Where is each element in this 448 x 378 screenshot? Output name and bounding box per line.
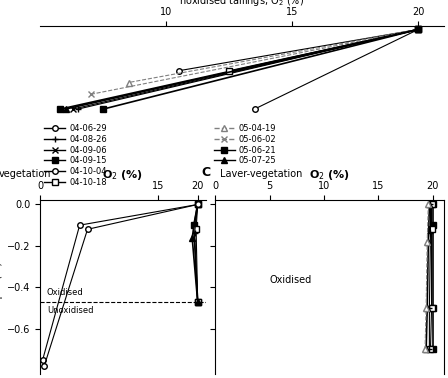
X-axis label: O$_2$ (%): O$_2$ (%) bbox=[103, 168, 143, 182]
Y-axis label: Depth (m): Depth (m) bbox=[0, 262, 3, 312]
Text: Oxidised: Oxidised bbox=[47, 288, 84, 297]
Legend: 05-04-19, 05-06-02, 05-06-21, 05-07-25: 05-04-19, 05-06-02, 05-06-21, 05-07-25 bbox=[214, 124, 276, 165]
Text: vegetation: vegetation bbox=[0, 169, 52, 180]
Text: Oxidised: Oxidised bbox=[270, 275, 312, 285]
Text: Unoxidised: Unoxidised bbox=[47, 306, 94, 315]
X-axis label: noxidised tailings; O$_2$ (%): noxidised tailings; O$_2$ (%) bbox=[179, 0, 305, 8]
Text: Laver-vegetation: Laver-vegetation bbox=[220, 169, 302, 180]
X-axis label: O$_2$ (%): O$_2$ (%) bbox=[309, 168, 350, 182]
Text: C: C bbox=[202, 166, 211, 180]
